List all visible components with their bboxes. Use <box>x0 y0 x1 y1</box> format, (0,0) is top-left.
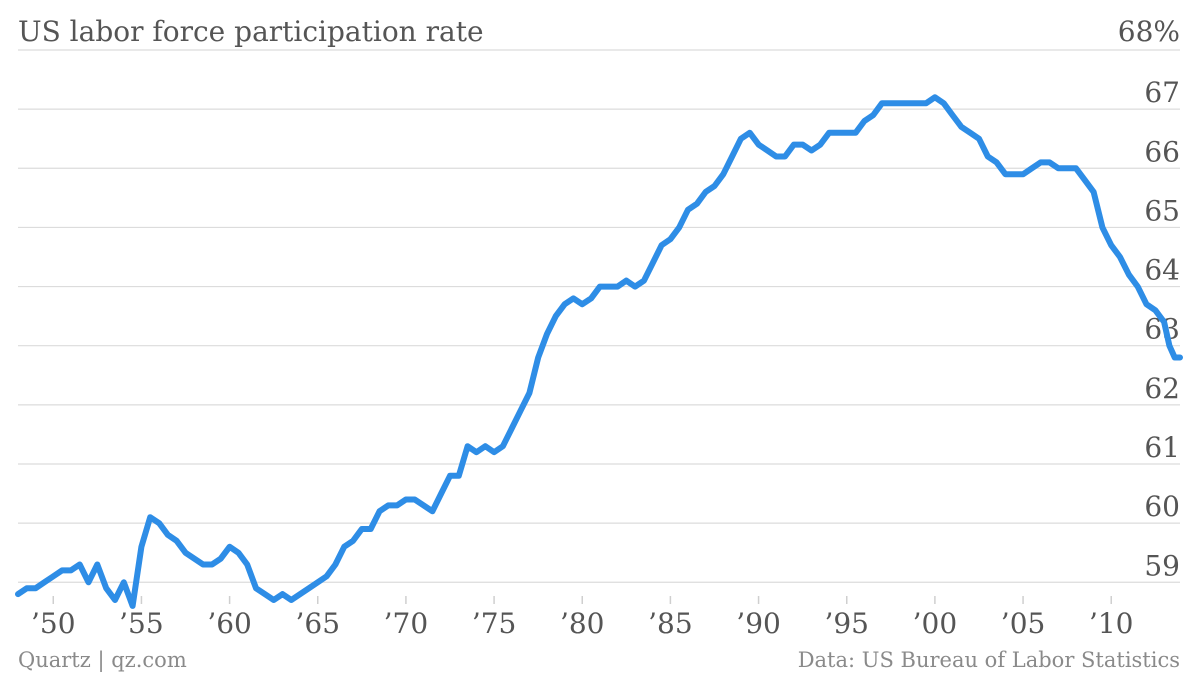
y-tick-label-65: 65 <box>1144 194 1180 227</box>
x-tick-label-1950: ’50 <box>31 607 76 640</box>
x-tick-label-1985: ’85 <box>648 607 693 640</box>
x-tick-label-1975: ’75 <box>472 607 517 640</box>
y-tick-label-67: 67 <box>1144 76 1180 109</box>
y-tick-label-66: 66 <box>1144 135 1180 168</box>
x-tick-label-2000: ’00 <box>913 607 958 640</box>
x-tick-label-1955: ’55 <box>119 607 164 640</box>
x-tick-label-1960: ’60 <box>207 607 252 640</box>
chart-title: US labor force participation rate <box>18 15 484 48</box>
y-tick-label-62: 62 <box>1144 372 1180 405</box>
x-axis-ticks: ’50 ’55 ’60 ’65 ’70 ’75 ’80 ’85 ’90 ’95 ’00 ’05 ’10 <box>31 596 1133 640</box>
y-axis-top-label: 68% <box>1118 15 1180 48</box>
y-tick-label-64: 64 <box>1144 254 1180 287</box>
series-line-0 <box>15 94 1183 609</box>
x-tick-label-2010: ’10 <box>1089 607 1134 640</box>
y-tick-label-59: 59 <box>1144 549 1180 582</box>
x-tick-label-1970: ’70 <box>384 607 429 640</box>
series-layer <box>15 94 1183 609</box>
x-tick-label-1980: ’80 <box>560 607 605 640</box>
source-credit: Quartz | qz.com <box>18 648 187 673</box>
data-source: Data: US Bureau of Labor Statistics <box>798 648 1180 672</box>
x-tick-label-1995: ’95 <box>824 607 869 640</box>
y-tick-label-61: 61 <box>1144 431 1180 464</box>
y-tick-label-60: 60 <box>1144 490 1180 523</box>
x-tick-label-2005: ’05 <box>1001 607 1046 640</box>
gridlines <box>18 49 1180 583</box>
x-tick-label-1990: ’90 <box>736 607 781 640</box>
x-tick-label-1965: ’65 <box>295 607 340 640</box>
